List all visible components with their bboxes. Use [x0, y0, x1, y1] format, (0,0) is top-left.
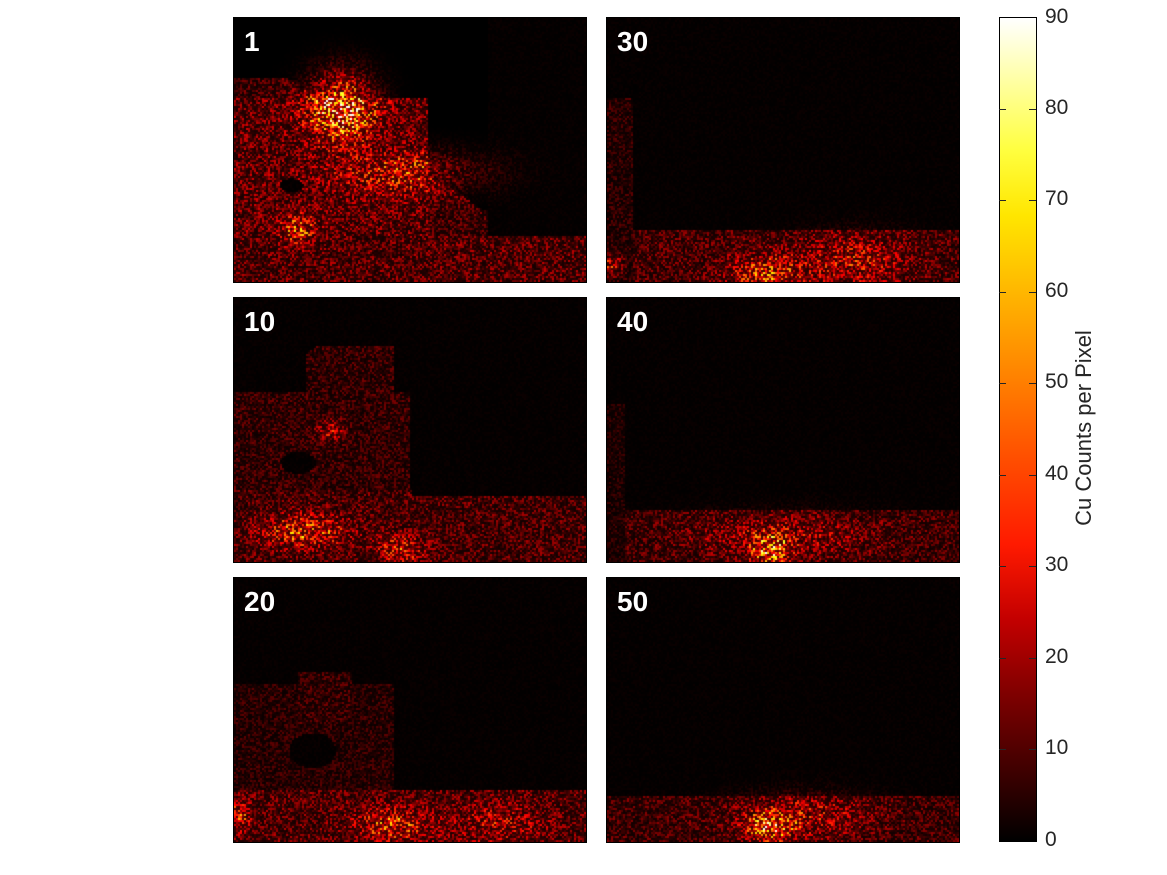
colorbar-tick-mark	[1029, 383, 1036, 384]
colorbar-tick-mark	[999, 658, 1006, 659]
colorbar-tick-label: 0	[1045, 828, 1057, 851]
colorbar-tick-mark	[1029, 292, 1036, 293]
colorbar-tick-mark	[1029, 200, 1036, 201]
colorbar-tick-label: 70	[1045, 187, 1069, 210]
panel-label-30: 30	[617, 26, 649, 57]
colorbar-tick-mark	[999, 292, 1006, 293]
colorbar-tick-mark	[1029, 749, 1036, 750]
colorbar-tick-mark	[1029, 658, 1036, 659]
colorbar-tick-label: 80	[1045, 96, 1069, 119]
colorbar-tick-mark	[999, 200, 1006, 201]
colorbar-tick-label: 20	[1045, 645, 1069, 668]
heatmap-canvas-30	[607, 18, 959, 282]
heatmap-canvas-20	[234, 578, 586, 842]
colorbar-tick-mark	[1029, 566, 1036, 567]
heatmap-canvas-10	[234, 298, 586, 562]
panel-label-40: 40	[617, 306, 649, 337]
heatmap-panel-1: 1	[233, 17, 587, 283]
colorbar-tick-mark	[1029, 475, 1036, 476]
colorbar-tick-mark	[1029, 109, 1036, 110]
colorbar-tick-mark	[999, 566, 1006, 567]
panel-label-10: 10	[244, 306, 276, 337]
colorbar-tick-mark	[999, 383, 1006, 384]
heatmap-canvas-40	[607, 298, 959, 562]
colorbar-tick-label: 90	[1045, 5, 1069, 28]
heatmap-panel-50: 50	[606, 577, 960, 843]
heatmap-panel-10: 10	[233, 297, 587, 563]
panel-label-1: 1	[244, 26, 260, 57]
heatmap-canvas-1	[234, 18, 586, 282]
heatmap-panel-20: 20	[233, 577, 587, 843]
panel-label-20: 20	[244, 586, 276, 617]
colorbar-tick-label: 10	[1045, 736, 1069, 759]
heatmap-panel-40: 40	[606, 297, 960, 563]
colorbar-tick-label: 60	[1045, 279, 1069, 302]
colorbar	[999, 17, 1037, 842]
heatmap-panel-30: 30	[606, 17, 960, 283]
heatmap-canvas-50	[607, 578, 959, 842]
colorbar-label: Cu Counts per Pixel	[1071, 330, 1096, 526]
colorbar-tick-mark	[999, 109, 1006, 110]
colorbar-tick-mark	[999, 475, 1006, 476]
panel-label-50: 50	[617, 586, 649, 617]
colorbar-tick-label: 40	[1045, 462, 1069, 485]
colorbar-tick-label: 30	[1045, 553, 1069, 576]
colorbar-tick-mark	[999, 749, 1006, 750]
colorbar-tick-label: 50	[1045, 370, 1069, 393]
